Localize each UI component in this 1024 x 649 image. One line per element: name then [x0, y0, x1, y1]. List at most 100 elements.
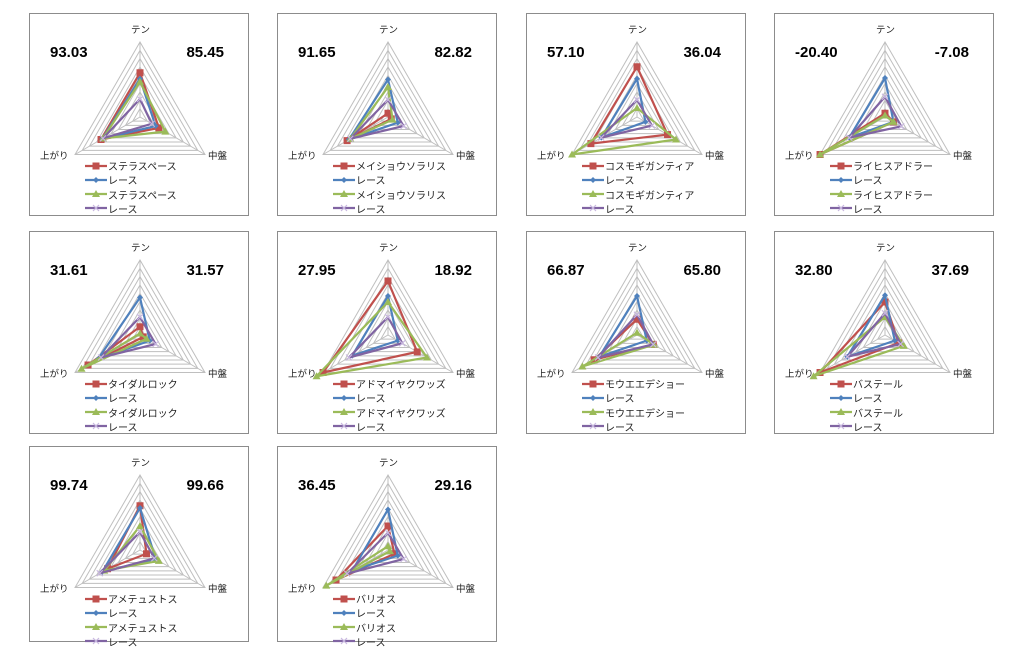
data-point [152, 340, 160, 348]
legend-swatch [582, 422, 604, 430]
radar-chart: テン 中盤 上がり 66.87 65.80 モウエエデショー レース モウエエデショー レース [526, 231, 746, 434]
series-4 [594, 311, 657, 361]
legend-label: アドマイヤクワッズ [356, 380, 446, 391]
data-point [633, 311, 641, 319]
right-value: 82.82 [434, 44, 472, 61]
data-point [155, 124, 163, 132]
legend-swatch [830, 380, 852, 387]
legend-label: レース [108, 637, 138, 649]
axis-label: テン [131, 458, 151, 469]
data-point [809, 372, 818, 380]
series-line [848, 76, 895, 139]
grid-ring [358, 300, 418, 353]
data-point [568, 150, 577, 158]
legend-label: バステール [853, 380, 903, 391]
grid-ring [578, 267, 696, 369]
legend-item: レース [84, 419, 178, 434]
legend-item: モウエエデショー [581, 405, 685, 420]
legend-label: レース [356, 637, 386, 649]
data-point [897, 340, 905, 348]
data-point [137, 294, 143, 301]
legend-marker [341, 394, 347, 401]
grid-ring [819, 258, 951, 373]
legend-item: バステール [829, 376, 903, 391]
grid-ring [343, 498, 433, 576]
legend-marker [589, 422, 597, 430]
axis-label: 中盤 [705, 151, 725, 162]
legend-marker [340, 408, 348, 416]
data-point [633, 96, 641, 104]
grid-ring [329, 267, 447, 369]
axis-label: テン [379, 243, 399, 254]
series-line [349, 98, 405, 140]
data-point [634, 293, 640, 299]
legend-marker [837, 162, 845, 169]
legend-label: ライヒスアドラー [853, 190, 933, 202]
data-point [649, 340, 657, 348]
series-4 [96, 528, 158, 577]
axis-label: 中盤 [456, 151, 476, 162]
legend-label: バリオス [356, 595, 396, 606]
legend-label: レース [108, 204, 138, 216]
legend-item: アメテュストス [84, 591, 178, 606]
axis-label: テン [131, 25, 151, 36]
data-point [312, 372, 321, 380]
legend-swatch [85, 162, 107, 169]
data-point [136, 95, 144, 103]
data-point [671, 135, 680, 143]
data-point [398, 339, 406, 347]
right-value: 37.69 [931, 262, 969, 279]
legend-label: タイダルロック [108, 408, 178, 420]
legend-swatch [582, 394, 604, 401]
data-point [843, 353, 851, 361]
series-line [598, 294, 648, 358]
legend-marker [340, 190, 348, 198]
radar-chart: テン 中盤 上がり 31.61 31.57 タイダルロック レース タイダルロック レース [29, 231, 249, 434]
series-3 [568, 104, 680, 158]
grid-ring [110, 515, 170, 568]
grid-ring [571, 258, 703, 373]
legend-item: レース [84, 172, 177, 188]
grid-ring [571, 40, 703, 155]
legend-item: メイショウソラリス [332, 187, 446, 202]
legend-swatch [333, 637, 355, 645]
series-line [345, 531, 405, 575]
legend-label: レース [108, 176, 138, 188]
radar-chart: テン 中盤 上がり 36.45 29.16 バリオス レース バリオス レース [277, 446, 497, 649]
legend-swatch [830, 394, 852, 401]
grid-ring [876, 325, 894, 340]
series-line [321, 279, 419, 374]
legend-swatch [333, 204, 355, 212]
legend-item: メイショウソラリス [332, 158, 446, 173]
legend-item: アメテュストス [84, 620, 178, 635]
legend-swatch [85, 595, 107, 602]
series-line [347, 315, 404, 359]
legend-marker [340, 595, 348, 602]
grid-ring [336, 57, 440, 147]
legend-swatch [582, 204, 604, 212]
legend-marker [92, 162, 100, 169]
right-value: 29.16 [434, 477, 472, 494]
axis-label: 中盤 [208, 584, 228, 595]
legend: タイダルロック レース タイダルロック レース [84, 376, 178, 434]
radar-plot [74, 40, 206, 155]
grid-ring [833, 275, 937, 365]
legend-item: タイダルロック [84, 405, 178, 420]
data-point [394, 337, 401, 344]
data-point [422, 353, 431, 361]
legend-swatch [582, 190, 604, 198]
data-point [816, 369, 824, 376]
series-line [103, 524, 160, 572]
legend-label: レース [108, 609, 138, 621]
radar-plot [816, 40, 951, 158]
series-4 [845, 93, 905, 142]
legend-label: レース [853, 422, 883, 434]
right-value: 85.45 [186, 44, 224, 61]
data-point [400, 122, 408, 130]
axis-label: 上がり [40, 151, 69, 162]
legend-swatch [333, 422, 355, 430]
legend-item: レース [332, 390, 446, 405]
legend-label: レース [853, 176, 883, 188]
data-point [384, 529, 392, 537]
data-point [322, 581, 331, 589]
